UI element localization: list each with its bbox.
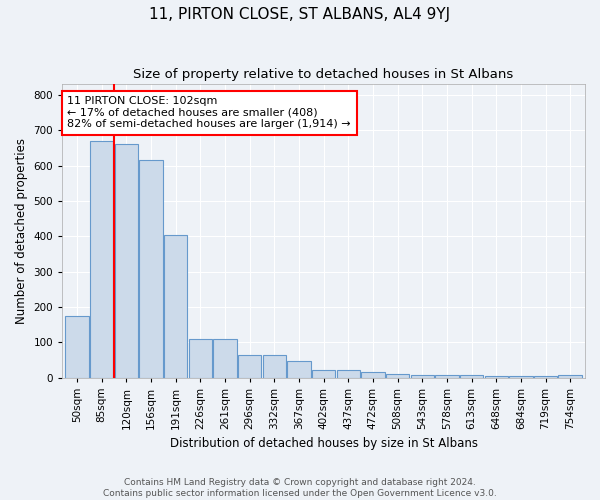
- Bar: [361, 372, 385, 378]
- Bar: [312, 370, 335, 378]
- Bar: [559, 376, 582, 378]
- Bar: [534, 376, 557, 378]
- Bar: [485, 376, 508, 378]
- Bar: [213, 338, 236, 378]
- Bar: [509, 376, 533, 378]
- Bar: [460, 376, 483, 378]
- X-axis label: Distribution of detached houses by size in St Albans: Distribution of detached houses by size …: [170, 437, 478, 450]
- Y-axis label: Number of detached properties: Number of detached properties: [15, 138, 28, 324]
- Bar: [65, 316, 89, 378]
- Title: Size of property relative to detached houses in St Albans: Size of property relative to detached ho…: [133, 68, 514, 80]
- Text: 11, PIRTON CLOSE, ST ALBANS, AL4 9YJ: 11, PIRTON CLOSE, ST ALBANS, AL4 9YJ: [149, 8, 451, 22]
- Bar: [115, 144, 138, 378]
- Bar: [90, 141, 113, 378]
- Bar: [287, 360, 311, 378]
- Text: Contains HM Land Registry data © Crown copyright and database right 2024.
Contai: Contains HM Land Registry data © Crown c…: [103, 478, 497, 498]
- Bar: [139, 160, 163, 378]
- Bar: [188, 338, 212, 378]
- Bar: [410, 374, 434, 378]
- Bar: [435, 376, 458, 378]
- Bar: [263, 354, 286, 378]
- Bar: [238, 354, 262, 378]
- Bar: [386, 374, 409, 378]
- Text: 11 PIRTON CLOSE: 102sqm
← 17% of detached houses are smaller (408)
82% of semi-d: 11 PIRTON CLOSE: 102sqm ← 17% of detache…: [67, 96, 351, 130]
- Bar: [337, 370, 360, 378]
- Bar: [164, 234, 187, 378]
